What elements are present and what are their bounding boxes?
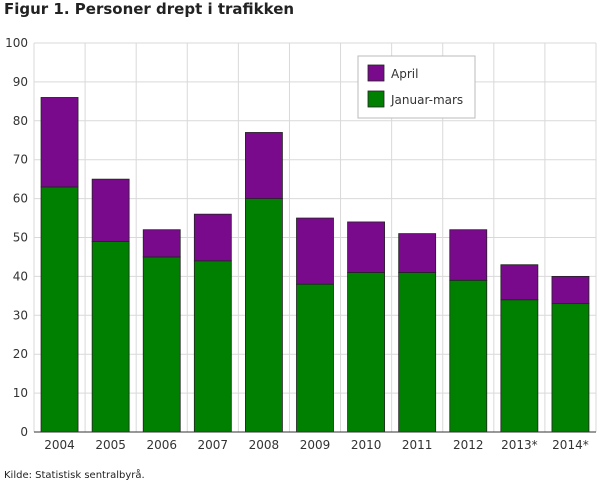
bar-januar-mars bbox=[245, 198, 283, 433]
bar-april bbox=[142, 229, 181, 258]
bar-april bbox=[40, 97, 79, 188]
bar-april bbox=[449, 229, 488, 281]
x-tick-label: 2009 bbox=[300, 438, 331, 452]
x-tick-label: 2004 bbox=[44, 438, 75, 452]
x-tick-label: 2013* bbox=[501, 438, 538, 452]
y-tick-label: 20 bbox=[13, 347, 28, 361]
bar-april bbox=[347, 221, 385, 273]
x-tick-label: 2010 bbox=[351, 438, 382, 452]
x-tick-label: 2014* bbox=[552, 438, 589, 452]
bar-januar-mars bbox=[551, 303, 590, 433]
legend-swatch bbox=[367, 64, 385, 82]
bar-april bbox=[245, 132, 283, 199]
x-tick-label: 2006 bbox=[146, 438, 177, 452]
x-tick-label: 2008 bbox=[249, 438, 280, 452]
bar-april bbox=[551, 275, 590, 305]
x-tick-label: 2005 bbox=[95, 438, 126, 452]
x-tick-label: 2011 bbox=[402, 438, 433, 452]
y-tick-label: 80 bbox=[13, 114, 28, 128]
bar-april bbox=[500, 264, 539, 301]
bar-april bbox=[193, 213, 232, 262]
y-tick-label: 90 bbox=[13, 75, 28, 89]
bar-januar-mars bbox=[40, 186, 79, 433]
y-tick-label: 0 bbox=[20, 425, 28, 439]
bar-januar-mars bbox=[449, 279, 488, 433]
source-note: Kilde: Statistisk sentralbyrå. bbox=[4, 470, 145, 481]
bar-januar-mars bbox=[91, 240, 130, 433]
x-tick-label: 2012 bbox=[453, 438, 484, 452]
bar-april bbox=[398, 233, 437, 273]
bar-januar-mars bbox=[500, 299, 539, 433]
bar-januar-mars bbox=[193, 260, 232, 433]
bar-april bbox=[91, 178, 130, 242]
bar-april bbox=[296, 217, 334, 285]
y-tick-label: 60 bbox=[13, 192, 28, 206]
y-tick-label: 50 bbox=[13, 231, 28, 245]
legend-swatch bbox=[367, 90, 385, 108]
bar-januar-mars bbox=[347, 272, 385, 433]
bar-januar-mars bbox=[296, 283, 334, 433]
chart-title: Figur 1. Personer drept i trafikken bbox=[4, 0, 295, 18]
y-tick-label: 40 bbox=[13, 269, 28, 283]
bar-januar-mars bbox=[398, 272, 437, 433]
bar-januar-mars bbox=[142, 256, 181, 433]
y-tick-label: 30 bbox=[13, 308, 28, 322]
y-tick-label: 100 bbox=[5, 36, 28, 50]
x-tick-label: 2007 bbox=[198, 438, 229, 452]
legend-label: Januar-mars bbox=[390, 93, 463, 107]
y-tick-label: 70 bbox=[13, 153, 28, 167]
legend-label: April bbox=[391, 67, 418, 81]
y-tick-label: 10 bbox=[13, 386, 28, 400]
